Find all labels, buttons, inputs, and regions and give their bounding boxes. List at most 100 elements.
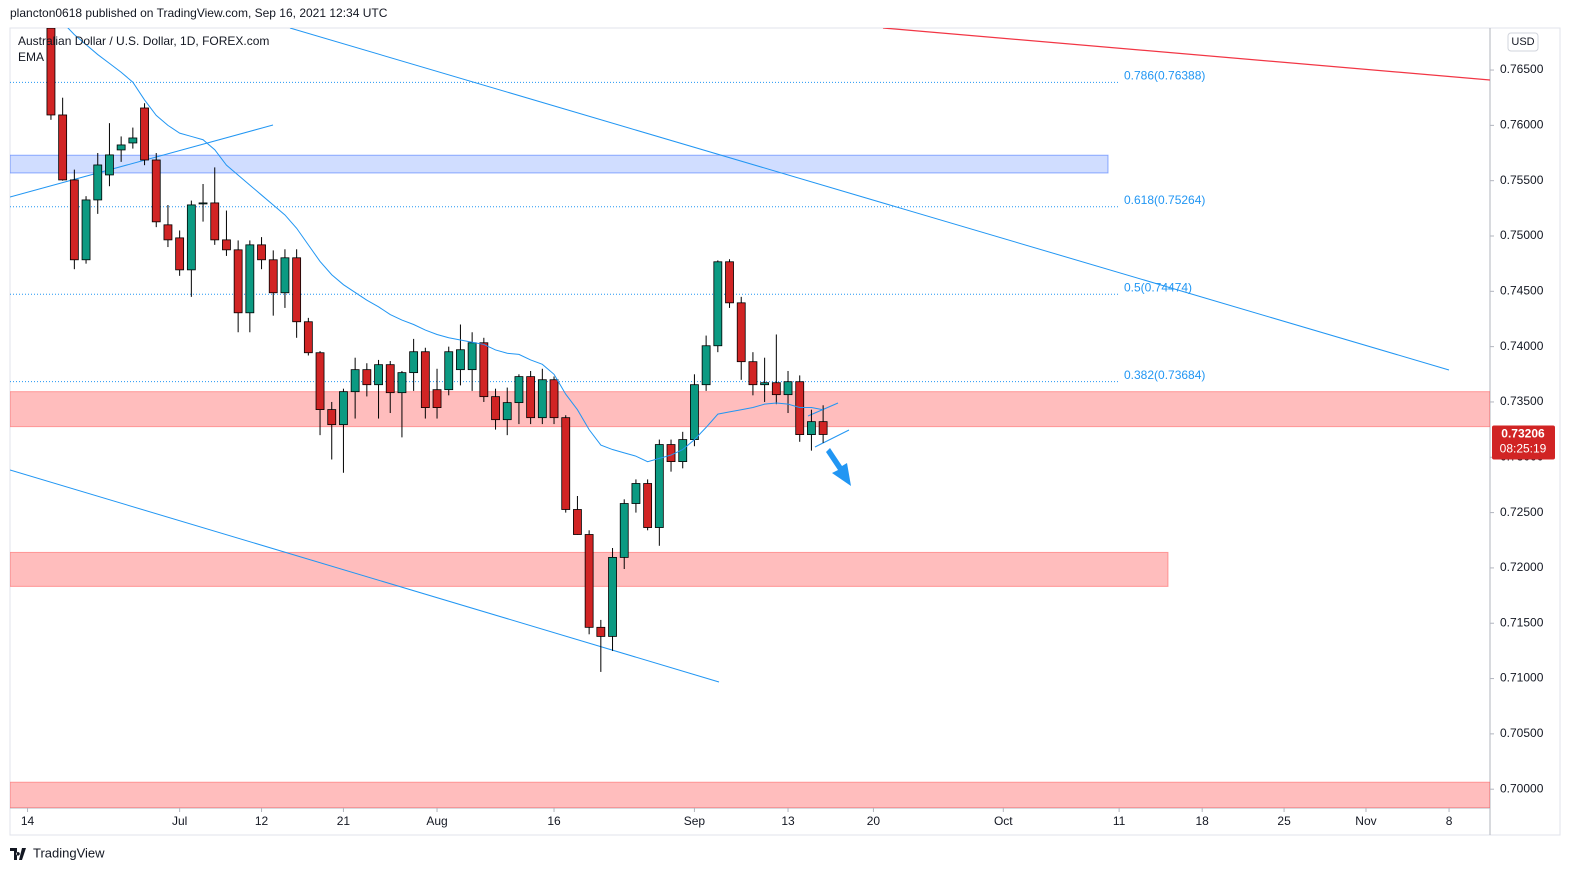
x-tick-label: 11: [1113, 814, 1126, 828]
candle-body: [339, 391, 348, 426]
candle-body: [432, 389, 442, 409]
x-tick-label: 16: [547, 814, 561, 828]
y-tick-label: 0.75000: [1500, 228, 1544, 242]
y-tick-label: 0.70500: [1500, 726, 1544, 740]
candle-body: [456, 349, 465, 371]
fib-label: 0.5(0.74474): [1124, 280, 1192, 294]
x-tick-label: Oct: [994, 814, 1013, 828]
candle-body: [479, 342, 489, 398]
candle-body: [93, 164, 103, 201]
candle-body: [619, 503, 629, 558]
fib-label: 0.382(0.73684): [1124, 368, 1205, 382]
ema-line: [67, 28, 824, 463]
x-tick-label: Sep: [684, 814, 706, 828]
candle-body: [198, 202, 208, 205]
candle-body: [210, 202, 220, 241]
candle-body: [140, 107, 149, 161]
x-tick-label: 25: [1277, 814, 1291, 828]
candle-body: [385, 364, 395, 394]
candle-body: [783, 381, 793, 396]
last-price: 0.73206: [1501, 427, 1545, 441]
fib-label: 0.786(0.76388): [1124, 69, 1205, 83]
candle-body: [257, 244, 266, 261]
candle-body: [514, 376, 524, 404]
candle-body: [561, 417, 571, 510]
y-tick-label: 0.74500: [1500, 283, 1544, 297]
fib-label: 0.618(0.75264): [1124, 193, 1205, 207]
y-tick-label: 0.76000: [1500, 118, 1544, 132]
candle-body: [666, 444, 676, 462]
candle-body: [397, 372, 407, 394]
candle-body: [315, 352, 325, 410]
candle-body: [327, 409, 337, 426]
trendline: [10, 124, 274, 198]
candle-body: [608, 557, 617, 637]
candle-body: [678, 439, 688, 462]
candle-body: [116, 144, 126, 151]
y-tick-label: 0.76500: [1500, 62, 1544, 76]
y-tick-label: 0.72000: [1500, 560, 1544, 574]
frame: [9, 27, 1561, 836]
candle-body: [128, 137, 138, 144]
candle-body: [725, 261, 734, 304]
brand-logo: [10, 848, 26, 860]
candle-body: [631, 483, 641, 504]
candle-body: [374, 364, 383, 386]
candle-body: [537, 379, 547, 419]
zone: [10, 154, 1109, 174]
y-tick-label: 0.72500: [1500, 505, 1544, 519]
arrow: [826, 448, 851, 486]
candle-body: [245, 244, 255, 314]
legend-entry: EMA: [18, 50, 44, 64]
published-note: plancton0618 published on TradingView.co…: [10, 6, 388, 20]
y-tick-label: 0.71500: [1500, 615, 1544, 629]
candle-body: [701, 345, 711, 386]
currency-box[interactable]: [1507, 32, 1539, 52]
candle-body: [491, 396, 500, 421]
chart-title: Australian Dollar / U.S. Dollar, 1D, FOR…: [18, 34, 269, 48]
candle-body: [163, 224, 173, 241]
x-tick-label: 13: [781, 814, 795, 828]
x-tick-label: 18: [1196, 814, 1210, 828]
candle-body: [46, 28, 56, 116]
trendline: [814, 429, 850, 448]
candle-body: [350, 369, 360, 393]
candle-body: [420, 351, 430, 409]
candle-body: [807, 421, 816, 435]
y-tick-label: 0.74000: [1500, 339, 1544, 353]
candle-body: [643, 483, 653, 528]
candle-body: [502, 402, 512, 421]
candle-body: [81, 199, 91, 261]
y-tick-label: 0.73500: [1500, 394, 1544, 408]
candle-body: [58, 114, 68, 181]
y-tick-label: 0.70000: [1500, 781, 1544, 795]
x-tick-label: 8: [1446, 814, 1453, 828]
ema: [67, 28, 824, 463]
candle-body: [151, 159, 161, 223]
candles: [46, 28, 828, 672]
candle-body: [292, 257, 302, 323]
candle-body: [222, 239, 231, 251]
candle-body: [690, 384, 699, 440]
candle-body: [596, 626, 606, 637]
candle-body: [818, 421, 828, 435]
candle-body: [69, 179, 79, 261]
candle-body: [268, 259, 278, 294]
x-tick-label: 20: [867, 814, 881, 828]
x-tick-label: Aug: [426, 814, 447, 828]
candle-body: [409, 351, 419, 374]
candle-body: [748, 361, 758, 386]
x-tick-label: Nov: [1355, 814, 1376, 828]
zone: [10, 391, 1490, 428]
x-tick-label: 14: [21, 814, 35, 828]
candle-body: [584, 534, 594, 628]
brand-name: TradingView: [33, 845, 105, 860]
trendline: [289, 28, 1450, 371]
candle-body: [186, 204, 196, 271]
zone: [10, 781, 1490, 808]
candle-body: [303, 321, 313, 354]
candle-body: [760, 382, 770, 386]
axes: 0.70000 0.70500 0.71000 0.71500 0.72000 0.725…: [21, 62, 1544, 828]
